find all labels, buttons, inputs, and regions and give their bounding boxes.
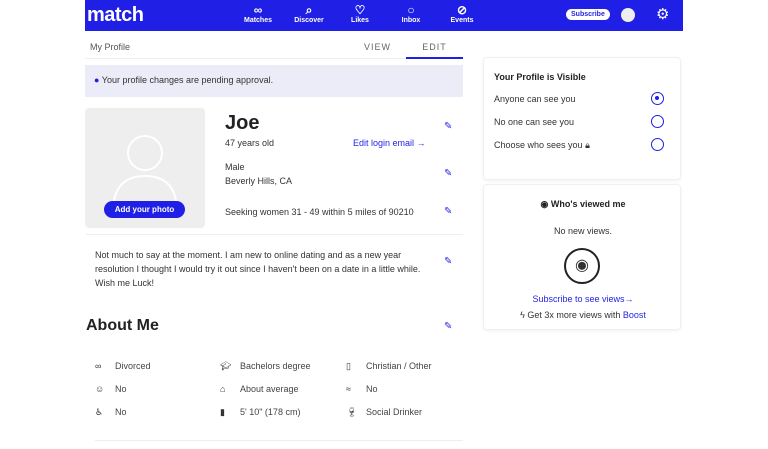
person-silhouette-icon [112, 135, 178, 209]
profile-gender: Male [225, 162, 245, 172]
match-logo[interactable]: match [87, 4, 144, 26]
eye-icon: ◉ [540, 199, 549, 209]
attr-height: ▮ 5' 10" (178 cm) [220, 407, 301, 417]
radio-anyone[interactable] [651, 92, 664, 105]
rings-icon: ∞ [95, 361, 102, 371]
radio-no-one[interactable] [651, 115, 664, 128]
cigarette-icon: ≈ [346, 384, 351, 394]
visibility-card: Your Profile is Visible Anyone can see y… [483, 57, 681, 180]
ruler-icon: ▮ [220, 407, 225, 417]
nav-discover[interactable]: ⌕ Discover [289, 3, 329, 25]
chat-icon: ○ [407, 3, 415, 17]
tab-edit[interactable]: EDIT [406, 38, 463, 59]
edit-login-email-link[interactable]: Edit login email → [353, 138, 426, 148]
info-icon: ● [94, 75, 100, 85]
attr-body-type: ⌂ About average [220, 384, 299, 394]
attr-drinking: 🍷︎ Social Drinker [346, 407, 423, 417]
nav-matches[interactable]: ∞ Matches [238, 3, 278, 25]
heart-icon: ♡ [354, 3, 366, 17]
gear-icon[interactable]: ⚙ [656, 6, 670, 23]
profile-name: Joe [225, 112, 260, 134]
subscribe-button[interactable]: Subscribe [566, 9, 610, 20]
eye-circle-icon: ◉ [564, 248, 600, 284]
edit-seeking-pencil-icon[interactable]: ✎ [444, 206, 453, 217]
lightning-icon: ϟ [520, 310, 525, 320]
attr-education: 🎓︎ Bachelors degree [220, 361, 311, 371]
edit-name-pencil-icon[interactable]: ✎ [444, 121, 453, 132]
search-icon: ⌕ [305, 3, 313, 17]
attr-kids: ☺ No [95, 384, 127, 394]
attr-want-kids: ♿︎ No [95, 407, 127, 417]
stroller-icon: ♿︎ [95, 407, 104, 417]
subscribe-views-link[interactable]: Subscribe to see views→ [532, 294, 634, 304]
nav-events[interactable]: ⊘ Events [442, 3, 482, 25]
attr-relationship: ∞ Divorced [95, 361, 151, 371]
ticket-icon: ⊘ [456, 3, 468, 17]
visibility-option-no-one[interactable]: No one can see you [494, 117, 575, 127]
boost-link[interactable]: Boost [622, 310, 646, 320]
who-viewed-title: ◉ Who's viewed me [540, 199, 626, 209]
profile-seeking: Seeking women 31 - 49 within 5 miles of … [225, 207, 414, 217]
edit-about-pencil-icon[interactable]: ✎ [444, 321, 453, 332]
top-nav: match ∞ Matches ⌕ Discover ♡ Likes ○ Inbox ⊘… [85, 0, 683, 31]
visibility-option-anyone[interactable]: Anyone can see you [494, 94, 576, 104]
divider [86, 234, 463, 235]
wine-glass-icon: 🍷︎ [346, 407, 358, 417]
edit-bio-pencil-icon[interactable]: ✎ [444, 256, 453, 267]
lock-icon: 🔒︎ [585, 140, 590, 150]
visibility-option-choose[interactable]: Choose who sees you 🔒︎ [494, 140, 590, 150]
boost-row: ϟ Get 3x more views with Boost [520, 310, 646, 320]
visibility-title: Your Profile is Visible [494, 72, 586, 82]
nav-likes[interactable]: ♡ Likes [340, 3, 380, 25]
no-views-text: No new views. [553, 226, 613, 236]
pending-banner: ● Your profile changes are pending appro… [85, 65, 463, 97]
shirt-icon: ⌂ [220, 384, 226, 394]
profile-location: Beverly Hills, CA [225, 176, 293, 186]
baby-face-icon: ☺ [95, 384, 105, 394]
attr-smoking: ≈ No [346, 384, 378, 394]
attr-religion: ▯ Christian / Other [346, 361, 432, 371]
profile-photo-placeholder: Add your photo [85, 108, 205, 228]
add-photo-button[interactable]: Add your photo [104, 201, 185, 218]
nav-inbox[interactable]: ○ Inbox [391, 3, 431, 25]
about-me-title: About Me [86, 317, 159, 334]
tab-view[interactable]: VIEW [364, 42, 392, 52]
edit-basics-pencil-icon[interactable]: ✎ [444, 168, 453, 179]
profile-header: My Profile VIEW EDIT [85, 38, 463, 59]
profile-age: 47 years old [225, 138, 275, 148]
user-avatar[interactable] [621, 8, 635, 22]
book-icon: ▯ [346, 361, 351, 371]
who-viewed-card: ◉ Who's viewed me No new views. ◉ Subscr… [483, 184, 681, 330]
radio-choose[interactable] [651, 138, 664, 151]
page-title: My Profile [90, 42, 131, 52]
divider [95, 440, 463, 441]
profile-bio: Not much to say at the moment. I am new … [95, 250, 421, 288]
rings-icon: ∞ [253, 3, 263, 17]
grad-cap-icon: 🎓︎ [220, 361, 232, 371]
